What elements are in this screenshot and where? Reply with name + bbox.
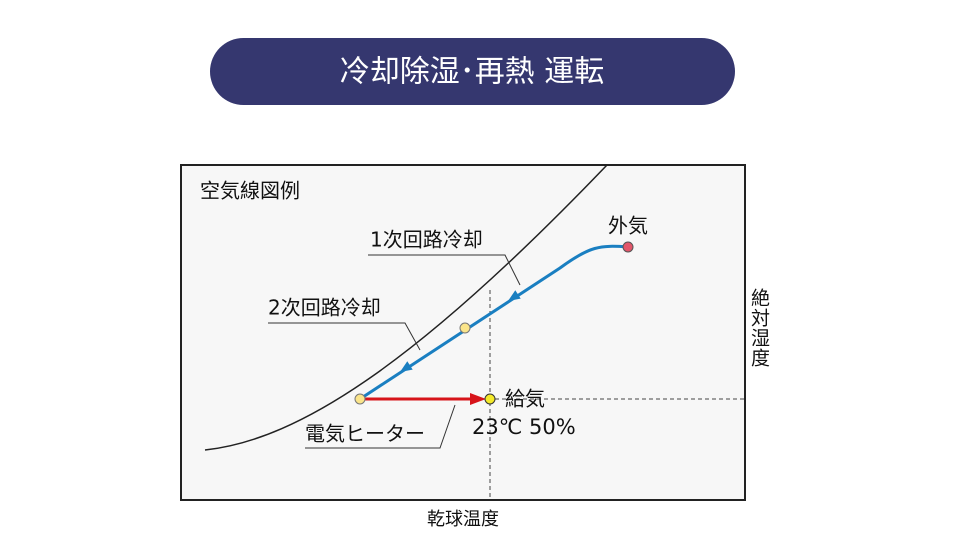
leader-line [305, 404, 456, 449]
title: 冷却除湿･再熱 運転 [340, 55, 605, 90]
label: 給気 [505, 387, 545, 411]
label: 電気ヒーター [305, 422, 425, 446]
label: 2次回路冷却 [268, 296, 381, 320]
cooling-path [359, 244, 629, 401]
y-axis-label: 絶対湿度 [748, 288, 770, 368]
state-point [354, 393, 366, 405]
label: 23℃ 50% [472, 415, 576, 439]
arrowhead [400, 361, 413, 372]
legend-title: 空気線図例 [200, 179, 300, 203]
saturation-curve [204, 165, 608, 451]
supply-air-point [484, 393, 496, 405]
arrowhead [508, 290, 521, 301]
leader-line [368, 254, 521, 286]
outside-air-point [622, 241, 634, 253]
leader-line [268, 322, 421, 351]
title-banner [210, 38, 735, 105]
state-point [459, 322, 471, 334]
arrowhead [470, 393, 486, 405]
x-axis-label: 乾球温度 [427, 509, 499, 530]
label: 外気 [608, 214, 648, 238]
label: 1次回路冷却 [370, 228, 483, 252]
